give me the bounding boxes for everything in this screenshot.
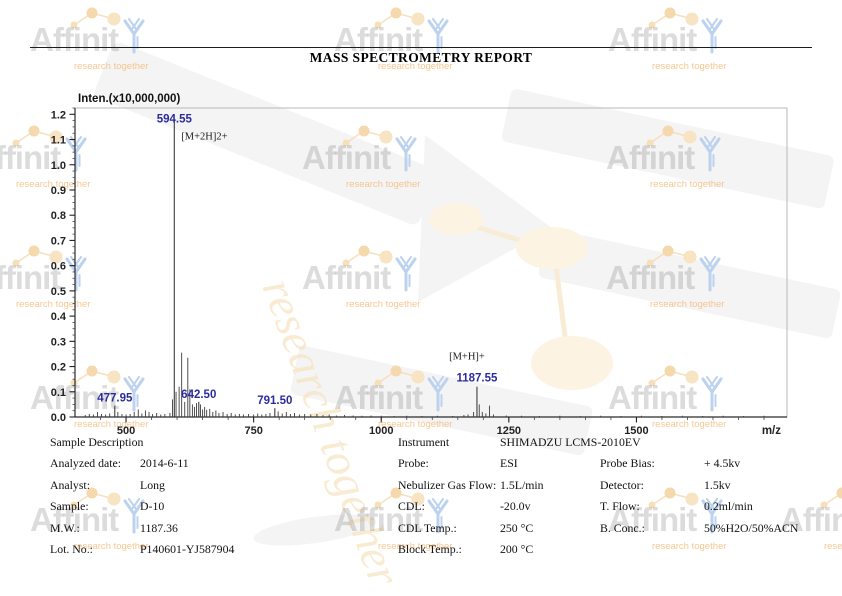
peak-label: 791.50 bbox=[257, 395, 292, 407]
x-tick-label: 1500 bbox=[624, 425, 648, 437]
molecule-dots-icon bbox=[70, 7, 121, 29]
page-title: MASS SPECTROMETRY REPORT bbox=[309, 50, 533, 65]
instrument-row: Instrument SHIMADZU LCMS-2010EV bbox=[398, 432, 828, 453]
info-label: M.W.: bbox=[50, 520, 80, 535]
instrument-info-table: Instrument SHIMADZU LCMS-2010EV Probe: ESI P… bbox=[398, 432, 828, 560]
y-tick-label: 0.3 bbox=[51, 336, 66, 348]
sample-section-title: Sample Description bbox=[50, 435, 144, 449]
info-value: 1.5L/min bbox=[500, 477, 544, 492]
info-label: CDL: bbox=[398, 499, 425, 514]
sample-info-table: Sample Description Analyzed date: 2014-6-… bbox=[50, 432, 380, 560]
info-value: -20.0v bbox=[500, 499, 531, 514]
info-value: D-10 bbox=[140, 499, 165, 514]
info-label: B. Conc.: bbox=[600, 520, 645, 535]
info-label: Probe Bias: bbox=[600, 456, 655, 471]
y-tick-label: 0.2 bbox=[51, 362, 66, 374]
info-label: Instrument bbox=[398, 435, 450, 449]
info-value: + 4.5kv bbox=[704, 456, 741, 471]
instrument-row: Block Temp.: 200 °C bbox=[398, 539, 828, 560]
info-value: Long bbox=[140, 477, 165, 492]
info-value: 1187.36 bbox=[140, 520, 178, 535]
info-value: ESI bbox=[500, 456, 518, 471]
info-label: Analyst: bbox=[50, 477, 90, 492]
peak-label: 594.55 bbox=[157, 113, 193, 125]
info-label: CDL Temp.: bbox=[398, 520, 457, 535]
instrument-row: CDL: -20.0v T. Flow: 0.2ml/min bbox=[398, 496, 828, 517]
info-label: Lot. No.: bbox=[50, 541, 93, 556]
y-tick-label: 0.0 bbox=[51, 412, 66, 424]
x-tick-label: 750 bbox=[244, 425, 262, 437]
y-tick-label: 0.4 bbox=[51, 311, 67, 323]
info-label: Block Temp.: bbox=[398, 541, 462, 556]
info-value: 250 °C bbox=[500, 520, 534, 535]
sample-row: M.W.: 1187.36 bbox=[50, 518, 380, 539]
info-label bbox=[600, 432, 704, 453]
sample-row: Analyst: Long bbox=[50, 475, 380, 496]
molecule-dots-icon bbox=[648, 7, 699, 29]
y-axis-title: Inten.(x10,000,000) bbox=[78, 93, 180, 105]
y-tick-label: 0.6 bbox=[51, 261, 66, 273]
peak-label: 477.95 bbox=[97, 393, 133, 405]
info-value: 50%H2O/50%ACN bbox=[704, 520, 799, 535]
y-tick-label: 1.1 bbox=[51, 135, 66, 147]
y-tick-label: 0.8 bbox=[51, 210, 66, 222]
y-tick-label: 0.7 bbox=[51, 235, 66, 247]
x-axis-label: m/z bbox=[762, 425, 781, 437]
peak-annotation: [M+2H]2+ bbox=[181, 131, 227, 142]
peak-annotation: [M+H]+ bbox=[449, 352, 485, 363]
info-label: Analyzed date: bbox=[50, 456, 122, 471]
info-value: 200 °C bbox=[500, 541, 534, 556]
info-label: Nebulizer Gas Flow: bbox=[398, 477, 497, 492]
mass-spectrum-chart: 500 750 1000 1250 1500 m/z0.00.10.20.30.40.50… bbox=[51, 93, 788, 437]
info-label: Sample: bbox=[50, 499, 89, 514]
peak-label: 1187.55 bbox=[456, 373, 498, 385]
x-tick-label: 500 bbox=[117, 425, 135, 437]
y-tick-label: 1.0 bbox=[51, 160, 66, 172]
info-label bbox=[600, 539, 704, 560]
instrument-row: CDL Temp.: 250 °C B. Conc.: 50%H2O/50%ACN bbox=[398, 518, 828, 539]
y-tick-label: 0.9 bbox=[51, 185, 66, 197]
info-label: Probe: bbox=[398, 456, 429, 471]
header-rule bbox=[30, 47, 812, 48]
sample-row: Analyzed date: 2014-6-11 bbox=[50, 453, 380, 474]
instrument-row: Probe: ESI Probe Bias: + 4.5kv bbox=[398, 453, 828, 474]
y-tick-label: 0.1 bbox=[51, 387, 66, 399]
info-label: Detector: bbox=[600, 477, 644, 492]
info-value: SHIMADZU LCMS-2010EV bbox=[500, 435, 641, 449]
info-label: T. Flow: bbox=[600, 499, 640, 514]
y-tick-label: 0.5 bbox=[51, 286, 66, 298]
info-value: 2014-6-11 bbox=[140, 456, 189, 471]
y-tick-label: 1.2 bbox=[51, 109, 66, 121]
info-value: P140601-YJ587904 bbox=[140, 541, 235, 556]
sample-row: Sample: D-10 bbox=[50, 496, 380, 517]
info-value: 0.2ml/min bbox=[704, 499, 753, 514]
molecule-dots-icon bbox=[374, 7, 425, 29]
info-value: 1.5kv bbox=[704, 477, 731, 492]
sample-row: Lot. No.: P140601-YJ587904 bbox=[50, 539, 380, 560]
instrument-row: Nebulizer Gas Flow: 1.5L/min Detector: 1.5k… bbox=[398, 475, 828, 496]
peak-label: 642.50 bbox=[181, 389, 216, 401]
